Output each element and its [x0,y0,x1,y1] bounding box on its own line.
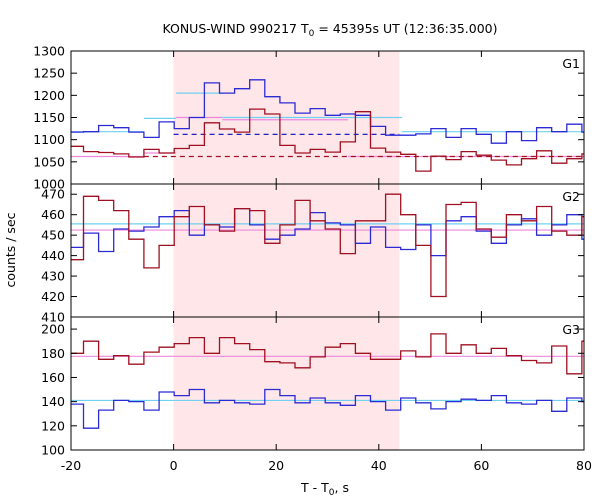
x-tick-label: 0 [170,458,178,473]
y-tick-label: 460 [41,207,65,222]
panel-label-g3: G3 [562,322,580,337]
x-tick-label: 80 [576,458,592,473]
y-tick-label: 450 [41,228,65,243]
panel-g3: 100 120 140 160 180 200 G3 [41,316,585,458]
panel-label-g1: G1 [562,56,580,71]
chart-title-sub: 0 [309,29,315,39]
y-tick-label: 180 [41,346,65,361]
y-tick-label: 440 [41,248,65,263]
x-axis-title: T - T0, s [300,480,349,498]
y-tick-label: 1300 [33,44,65,59]
panel-frame [70,316,585,451]
panel-label-g2: G2 [562,189,580,204]
plot-area: 1000105011001150120012501300G14104204304… [33,44,592,474]
x-tick-label: 60 [473,458,489,473]
x-axis-title-sub: 0 [329,488,335,498]
y-tick-label: 420 [41,289,65,304]
blue-step-series [71,79,584,144]
x-tick-label: 20 [268,458,284,473]
x-tick-label: -20 [61,458,81,473]
red-step-series [71,193,584,298]
y-tick-label: 410 [41,310,65,325]
chart-title: KONUS-WIND 990217 T0 = 45395s UT (12:36:… [162,21,497,39]
chart-title-rest: = 45395s UT (12:36:35.000) [314,21,497,36]
panel-g1: 1000 1050 1100 1150 1200 1250 1300 G1 [33,44,585,192]
x-tick-label: 40 [371,458,387,473]
y-tick-label: 470 [41,187,65,202]
y-tick-label: 100 [41,443,65,458]
y-tick-label: 430 [41,269,65,284]
y-tick-label: 1050 [33,154,65,169]
y-tick-label: 160 [41,370,65,385]
y-tick-label: 1200 [33,88,65,103]
y-tick-label: 1100 [33,132,65,147]
red-step-series [71,333,584,375]
y-tick-label: 200 [41,322,65,337]
y-tick-label: 1150 [33,110,65,125]
y-tick-label: 1250 [33,66,65,81]
red-step-series [71,108,584,172]
y-tick-label: 140 [41,394,65,409]
highlight-interval [173,51,400,450]
y-axis-title: counts / sec [3,212,18,287]
x-axis-title-rest: , s [335,480,349,495]
chart-title-main: KONUS-WIND 990217 T [162,21,308,36]
x-axis-title-main: T - T [300,480,329,495]
y-tick-label: 1000 [33,177,65,192]
blue-step-series [71,388,584,429]
y-tick-label: 120 [41,418,65,433]
